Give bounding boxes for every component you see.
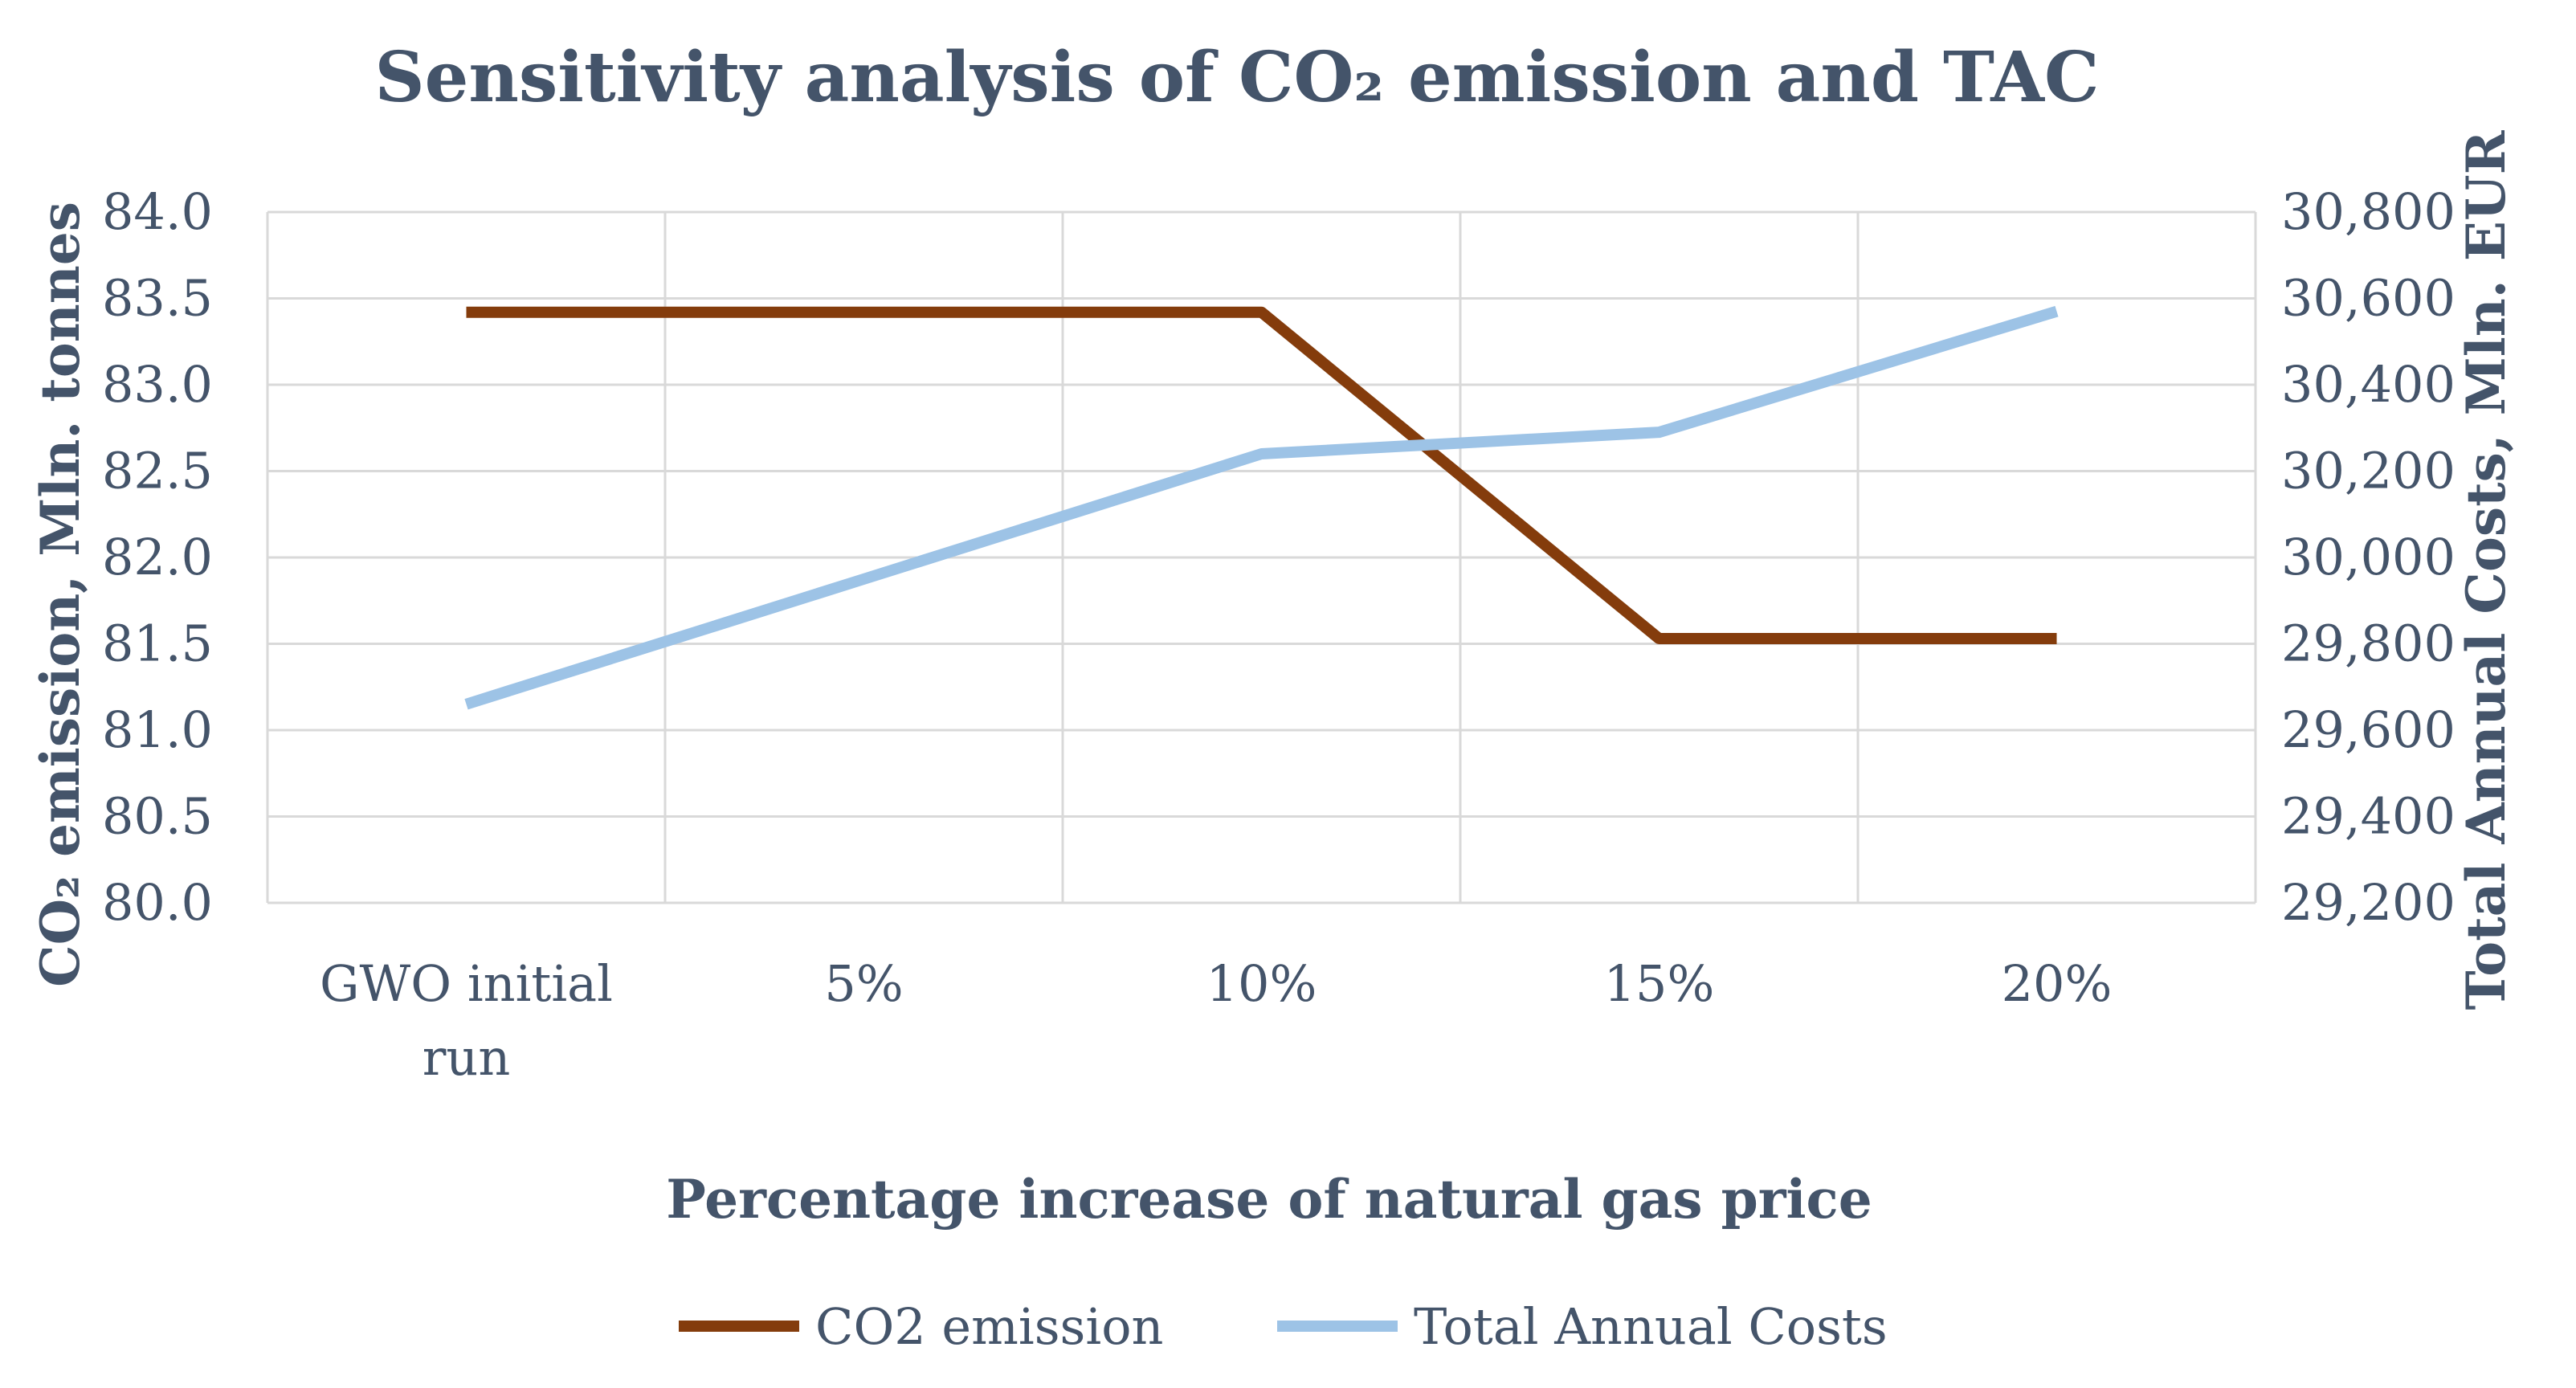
series-layer	[464, 305, 2059, 710]
y-left-tick-label: 82.5	[102, 442, 213, 500]
y-axis-right-title: Total Annual Costs, Mln. EUR	[2455, 129, 2517, 1010]
y-right-tick-label: 30,200	[2281, 442, 2456, 500]
y-right-tick-label: 30,400	[2281, 355, 2456, 414]
y-left-tick-label: 81.0	[102, 700, 213, 759]
x-axis: GWO initial run 5% 10% 15% 20%	[320, 954, 2112, 1087]
x-tick-label: 15%	[1604, 954, 1715, 1013]
chart-title: Sensitivity analysis of CO₂ emission and…	[375, 37, 2100, 118]
x-axis-title: Percentage increase of natural gas price	[666, 1168, 1872, 1231]
legend: CO2 emission Total Annual Costs	[679, 1297, 1888, 1356]
y-right-tick-label: 29,600	[2281, 700, 2456, 759]
x-tick-label: run	[423, 1028, 511, 1087]
right-y-axis: 29,200 29,400 29,600 29,800 30,000 30,200 30,4…	[2281, 182, 2456, 932]
legend-label-co2-emission: CO2 emission	[815, 1297, 1163, 1356]
y-left-tick-label: 80.5	[102, 787, 213, 846]
grid-layer	[266, 210, 2257, 904]
y-right-tick-label: 30,600	[2281, 269, 2456, 328]
y-right-tick-label: 29,800	[2281, 614, 2456, 673]
y-right-tick-label: 30,000	[2281, 528, 2456, 586]
y-left-tick-label: 84.0	[102, 182, 213, 241]
y-left-tick-label: 83.5	[102, 269, 213, 328]
y-axis-left-title: CO₂ emission, Mln. tonnes	[29, 202, 92, 987]
x-tick-label: 5%	[824, 954, 903, 1013]
x-tick-label: 20%	[2002, 954, 2113, 1013]
y-left-tick-label: 82.0	[102, 528, 213, 586]
legend-label-total-annual-costs: Total Annual Costs	[1414, 1297, 1888, 1356]
y-left-tick-label: 80.0	[102, 873, 213, 932]
x-tick-label: GWO initial	[320, 954, 613, 1013]
y-left-tick-label: 83.0	[102, 355, 213, 414]
y-right-tick-label: 30,800	[2281, 182, 2456, 241]
y-left-tick-label: 81.5	[102, 614, 213, 673]
series-line-co2-emission	[466, 306, 2057, 645]
left-y-axis: 80.0 80.5 81.0 81.5 82.0 82.5 83.0 83.5 84.0	[102, 182, 213, 932]
series-line-total-annual-costs	[464, 305, 2059, 710]
y-right-tick-label: 29,200	[2281, 873, 2456, 932]
y-right-tick-label: 29,400	[2281, 787, 2456, 846]
x-tick-label: 10%	[1206, 954, 1317, 1013]
